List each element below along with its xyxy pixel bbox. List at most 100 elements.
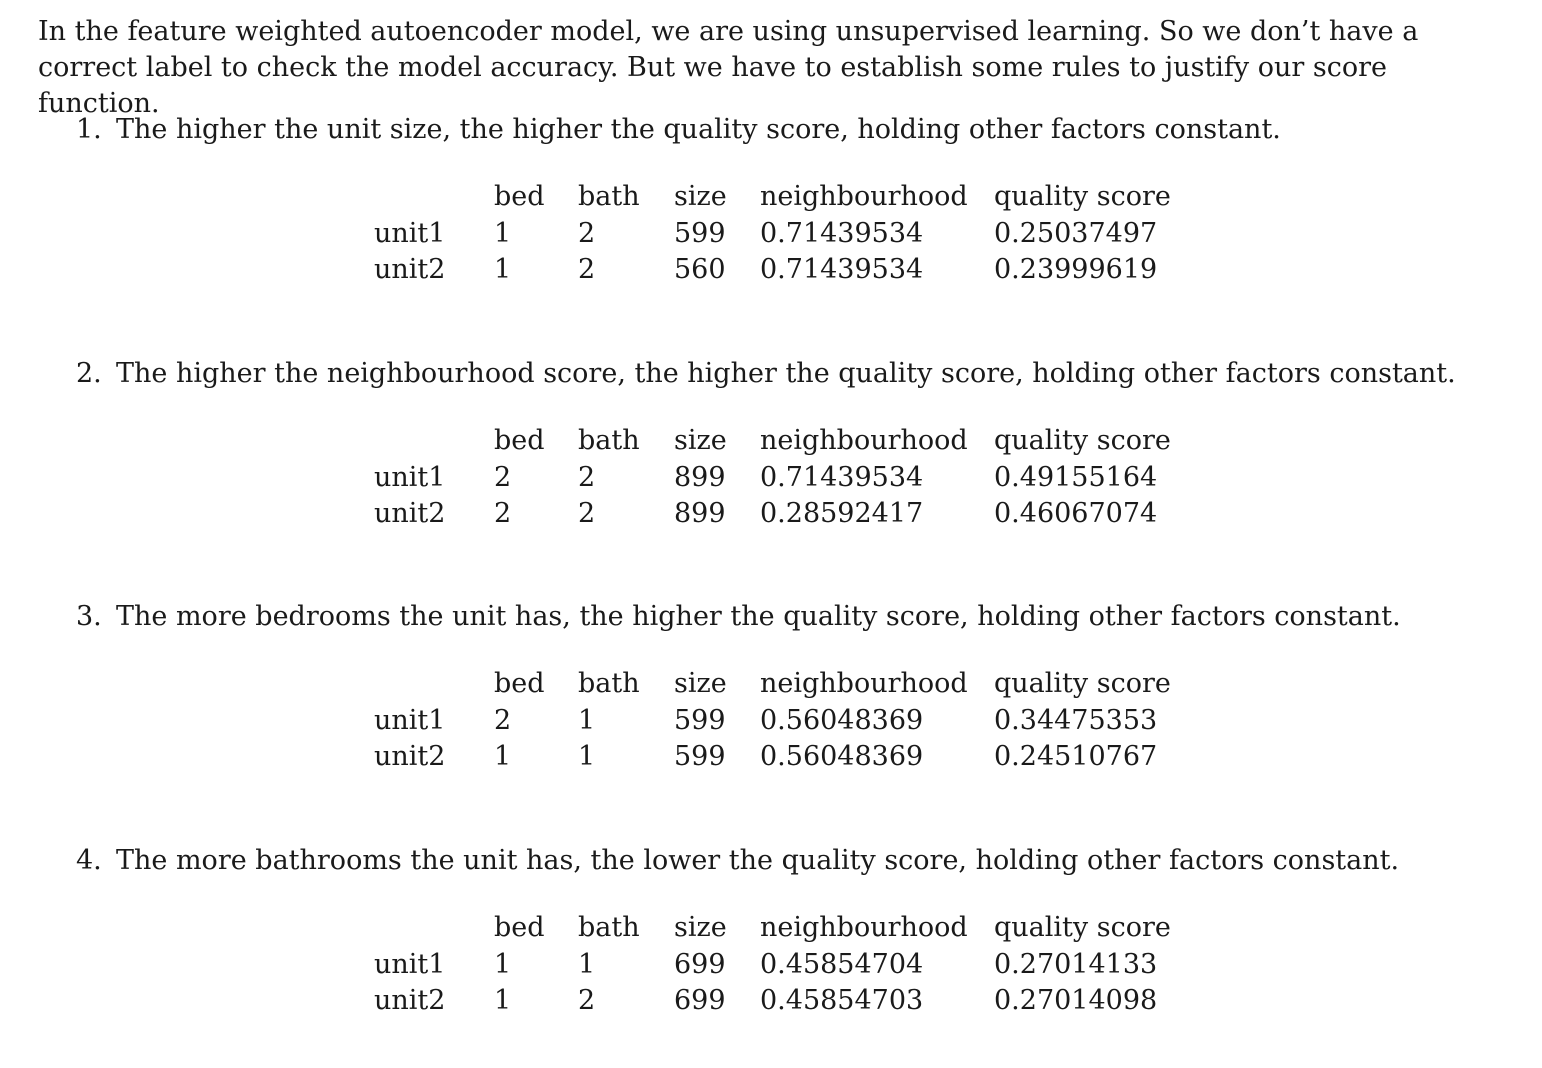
rule-1-table: bed bath size neighbourhood quality scor… <box>360 179 1194 289</box>
table-cell: 0.45854703 <box>760 985 924 1016</box>
table-cell: 0.27014133 <box>994 948 1158 980</box>
table-row: unit2 2 2 899 0.28592417 0.46067074 <box>360 496 1194 533</box>
rule-text: The higher the unit size, the higher the… <box>116 114 1281 145</box>
table-row: unit1 1 2 599 0.71439534 0.25037497 <box>360 216 1194 253</box>
table-header-row: bed bath size neighbourhood quality scor… <box>360 910 1194 947</box>
row-label: unit1 <box>374 461 446 493</box>
table-cell: 0.49155164 <box>994 461 1158 493</box>
rule-number: 2. <box>76 358 102 389</box>
table-row: unit2 1 2 560 0.71439534 0.23999619 <box>360 252 1194 289</box>
rule-text: The more bedrooms the unit has, the high… <box>116 601 1401 632</box>
rule-3-table: bed bath size neighbourhood quality scor… <box>360 666 1194 776</box>
intro-paragraph: In the feature weighted autoencoder mode… <box>38 16 1419 119</box>
table-row: unit2 1 2 699 0.45854703 0.27014098 <box>360 983 1194 1020</box>
table-cell: 1 <box>494 741 512 772</box>
rule-number: 1. <box>76 114 102 145</box>
table-cell: 0.46067074 <box>994 498 1158 529</box>
header-cell: quality score <box>994 425 1171 456</box>
table-cell: 1 <box>578 741 596 772</box>
row-label: unit2 <box>374 741 446 772</box>
row-label: unit2 <box>374 254 446 285</box>
header-cell: size <box>674 181 727 212</box>
table-header-row: bed bath size neighbourhood quality scor… <box>360 179 1194 216</box>
table-cell: 699 <box>674 985 726 1016</box>
table-cell: 599 <box>674 217 726 249</box>
header-cell: size <box>674 912 727 943</box>
table-cell: 2 <box>578 985 596 1016</box>
header-cell <box>360 666 494 703</box>
table-cell: 0.25037497 <box>994 217 1158 249</box>
header-cell: quality score <box>994 912 1171 943</box>
table-cell: 2 <box>578 217 596 249</box>
table-cell: 2 <box>578 461 596 493</box>
table-cell: 2 <box>494 704 512 736</box>
rule-2-table: bed bath size neighbourhood quality scor… <box>360 423 1194 533</box>
table-cell: 599 <box>674 741 726 772</box>
table-cell: 899 <box>674 461 726 493</box>
header-cell: bed <box>494 425 545 456</box>
rule-text: The more bathrooms the unit has, the low… <box>116 845 1400 876</box>
table-cell: 1 <box>494 985 512 1016</box>
row-label: unit2 <box>374 985 446 1016</box>
header-cell: size <box>674 425 727 456</box>
header-cell: size <box>674 668 727 699</box>
header-cell <box>360 910 494 947</box>
header-cell: neighbourhood <box>760 668 968 699</box>
table-header-row: bed bath size neighbourhood quality scor… <box>360 666 1194 703</box>
header-cell: bed <box>494 181 545 212</box>
table-cell: 2 <box>578 498 596 529</box>
header-cell: quality score <box>994 668 1171 699</box>
table-cell: 0.56048369 <box>760 704 924 736</box>
table-cell: 0.28592417 <box>760 498 924 529</box>
header-cell: neighbourhood <box>760 181 968 212</box>
header-cell: bed <box>494 668 545 699</box>
table-cell: 1 <box>578 948 596 980</box>
row-label: unit2 <box>374 498 446 529</box>
table-row: unit1 2 2 899 0.71439534 0.49155164 <box>360 460 1194 497</box>
table-cell: 0.23999619 <box>994 254 1158 285</box>
table-cell: 1 <box>578 704 596 736</box>
table-cell: 899 <box>674 498 726 529</box>
rule-2: 2. The higher the neighbourhood score, th… <box>76 356 1456 392</box>
table-cell: 0.71439534 <box>760 461 924 493</box>
header-cell: neighbourhood <box>760 912 968 943</box>
table-cell: 0.27014098 <box>994 985 1158 1016</box>
rule-1: 1. The higher the unit size, the higher t… <box>76 112 1281 148</box>
rule-3: 3. The more bedrooms the unit has, the hi… <box>76 599 1401 635</box>
table-cell: 0.45854704 <box>760 948 924 980</box>
table-cell: 560 <box>674 254 726 285</box>
rule-4: 4. The more bathrooms the unit has, the l… <box>76 843 1399 879</box>
table-row: unit1 1 1 699 0.45854704 0.27014133 <box>360 947 1194 984</box>
table-cell: 2 <box>494 498 512 529</box>
header-cell: quality score <box>994 181 1171 212</box>
table-cell: 0.71439534 <box>760 254 924 285</box>
header-cell <box>360 179 494 216</box>
table-cell: 0.24510767 <box>994 741 1158 772</box>
row-label: unit1 <box>374 948 446 980</box>
rule-4-table: bed bath size neighbourhood quality scor… <box>360 910 1194 1020</box>
rule-text: The higher the neighbourhood score, the … <box>116 358 1456 389</box>
row-label: unit1 <box>374 217 446 249</box>
table-cell: 0.71439534 <box>760 217 924 249</box>
header-cell: neighbourhood <box>760 425 968 456</box>
table-cell: 2 <box>578 254 596 285</box>
rule-number: 4. <box>76 845 102 876</box>
table-cell: 2 <box>494 461 512 493</box>
header-cell: bed <box>494 912 545 943</box>
table-cell: 0.34475353 <box>994 704 1158 736</box>
table-row: unit2 1 1 599 0.56048369 0.24510767 <box>360 739 1194 776</box>
header-cell: bath <box>578 181 640 212</box>
table-header-row: bed bath size neighbourhood quality scor… <box>360 423 1194 460</box>
table-cell: 0.56048369 <box>760 741 924 772</box>
table-cell: 1 <box>494 254 512 285</box>
row-label: unit1 <box>374 704 446 736</box>
table-cell: 699 <box>674 948 726 980</box>
table-cell: 1 <box>494 217 512 249</box>
rule-number: 3. <box>76 601 102 632</box>
table-cell: 599 <box>674 704 726 736</box>
header-cell <box>360 423 494 460</box>
table-cell: 1 <box>494 948 512 980</box>
header-cell: bath <box>578 668 640 699</box>
header-cell: bath <box>578 912 640 943</box>
header-cell: bath <box>578 425 640 456</box>
